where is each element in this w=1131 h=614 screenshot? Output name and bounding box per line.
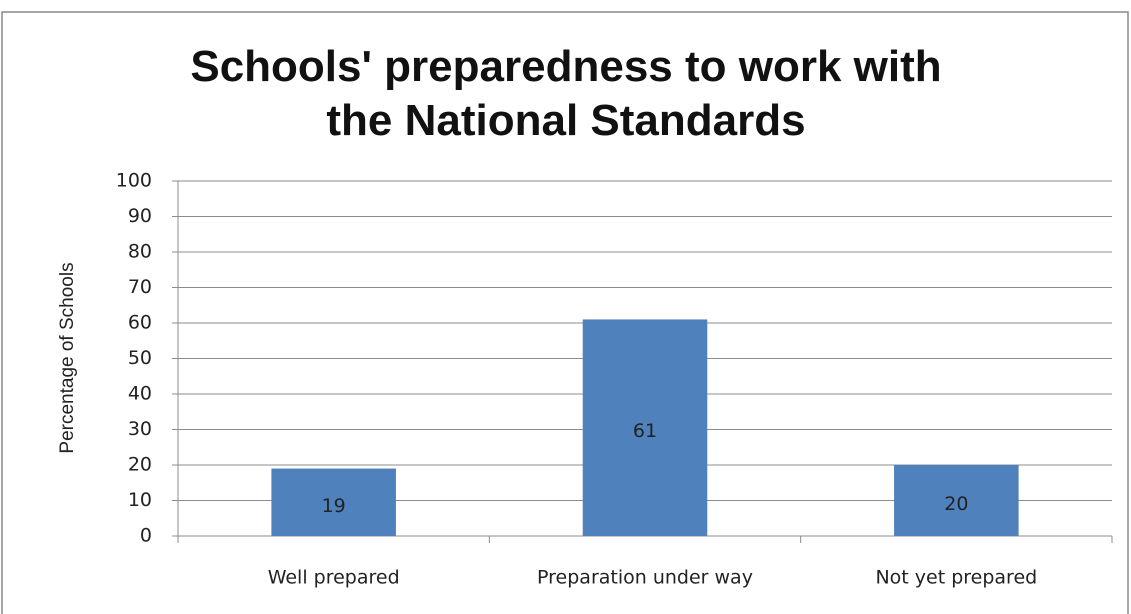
data-label: 61 [633,420,657,442]
x-tick-label: Preparation under way [537,567,753,589]
y-tick-label: 0 [140,525,152,547]
y-tick-label: 30 [128,418,152,440]
x-tick-label: Not yet prepared [875,567,1037,589]
x-tick-label: Well prepared [268,567,400,589]
bar [894,465,1019,536]
chart-title: Schools' preparedness to work with the N… [190,42,942,145]
y-tick-label: 10 [128,489,152,511]
chart-border [1,11,1129,614]
data-label: 19 [322,495,346,517]
y-tick-label: 70 [128,276,152,298]
y-tick-label: 60 [128,312,152,334]
y-tick-label: 40 [128,383,152,405]
bar [582,319,708,536]
bar [271,468,396,536]
y-axis-label: Percentage of Schools [57,262,78,453]
data-label: 20 [944,493,968,515]
y-tick-label: 50 [128,347,152,369]
y-tick-label: 20 [128,454,152,476]
y-tick-label: 80 [128,241,152,263]
y-tick-label: 90 [128,205,152,227]
y-tick-label: 100 [116,170,152,192]
